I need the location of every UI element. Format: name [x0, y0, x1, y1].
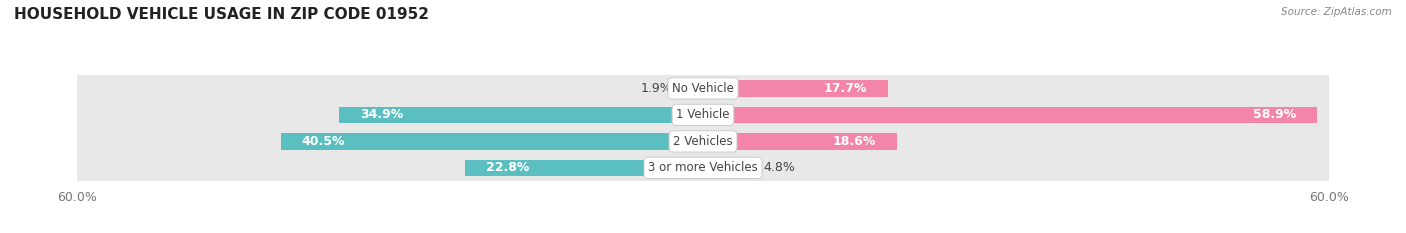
Bar: [465, 160, 703, 176]
Bar: [77, 101, 703, 128]
Text: 1.9%: 1.9%: [641, 82, 672, 95]
Text: 3 or more Vehicles: 3 or more Vehicles: [648, 161, 758, 174]
Bar: [703, 107, 1317, 123]
Bar: [703, 154, 1329, 182]
Bar: [703, 75, 1329, 102]
Text: 40.5%: 40.5%: [301, 135, 344, 148]
Text: 17.7%: 17.7%: [824, 82, 866, 95]
Bar: [703, 101, 1329, 128]
Bar: [281, 133, 703, 150]
Bar: [703, 133, 897, 150]
Bar: [703, 128, 1329, 155]
Text: Source: ZipAtlas.com: Source: ZipAtlas.com: [1281, 7, 1392, 17]
Bar: [339, 107, 703, 123]
Text: 58.9%: 58.9%: [1253, 108, 1296, 121]
Text: 4.8%: 4.8%: [763, 161, 796, 174]
Text: 22.8%: 22.8%: [486, 161, 530, 174]
Text: 1 Vehicle: 1 Vehicle: [676, 108, 730, 121]
Text: 2 Vehicles: 2 Vehicles: [673, 135, 733, 148]
Text: 34.9%: 34.9%: [360, 108, 404, 121]
Bar: [703, 80, 887, 97]
Bar: [683, 80, 703, 97]
Text: No Vehicle: No Vehicle: [672, 82, 734, 95]
Bar: [77, 128, 703, 155]
Bar: [77, 75, 703, 102]
Text: 18.6%: 18.6%: [832, 135, 876, 148]
Text: HOUSEHOLD VEHICLE USAGE IN ZIP CODE 01952: HOUSEHOLD VEHICLE USAGE IN ZIP CODE 0195…: [14, 7, 429, 22]
Bar: [703, 160, 754, 176]
Bar: [77, 154, 703, 182]
